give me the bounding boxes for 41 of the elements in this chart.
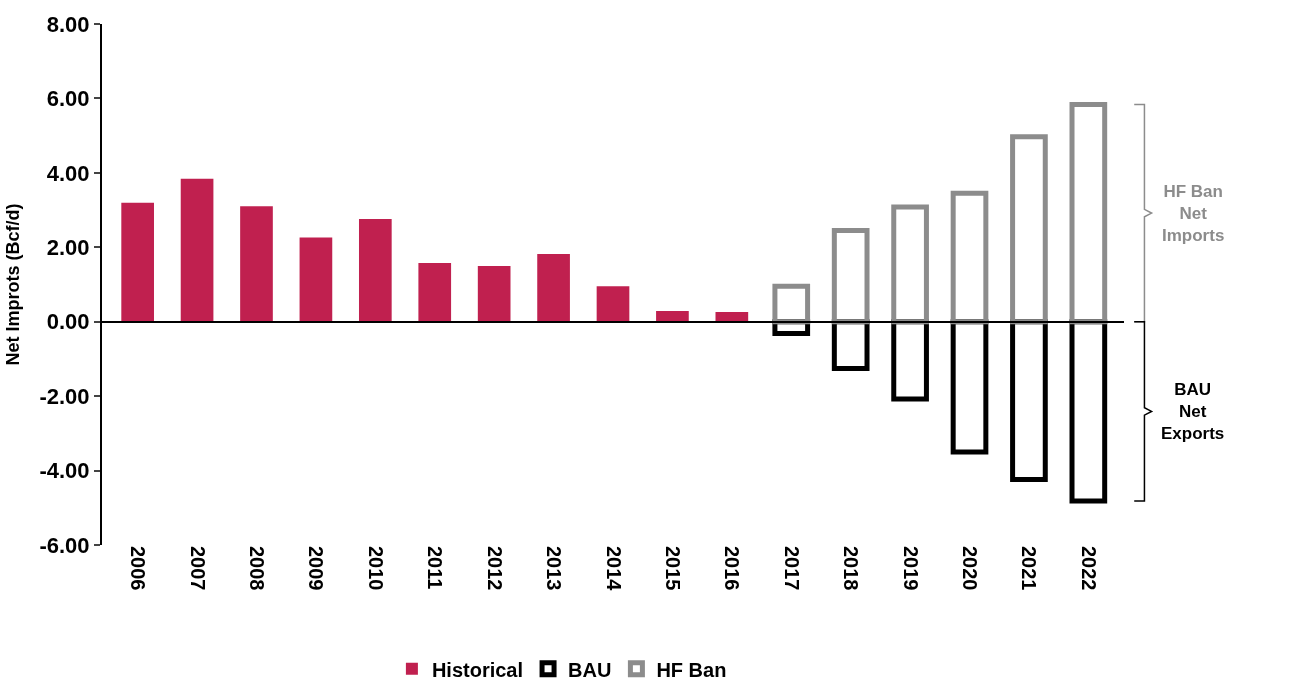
legend-label: HF Ban xyxy=(656,658,727,681)
y-tick-label: 6.00 xyxy=(46,86,90,112)
y-tick-label: 2.00 xyxy=(46,234,90,260)
x-tick-label: 2012 xyxy=(483,546,506,591)
x-tick-label: 2009 xyxy=(305,546,328,591)
x-tick-label: 2017 xyxy=(780,546,803,591)
x-tick-label: 2020 xyxy=(959,546,982,591)
x-tick-label: 2011 xyxy=(424,546,447,590)
y-tick-label: 4.00 xyxy=(46,160,90,186)
bar xyxy=(240,206,273,322)
bar xyxy=(715,312,749,322)
y-axis-title: Net Improts (Bcf/d) xyxy=(3,203,24,366)
bar xyxy=(537,253,570,322)
y-tick-label: -6.00 xyxy=(39,532,90,558)
x-tick-label: 2007 xyxy=(186,546,209,591)
x-tick-label: 2006 xyxy=(127,546,150,591)
x-tick-label: 2015 xyxy=(661,546,684,591)
legend-label: BAU xyxy=(568,658,612,681)
y-tick-label: -2.00 xyxy=(39,383,90,409)
x-tick-label: 2013 xyxy=(543,546,566,591)
bar xyxy=(418,262,452,322)
y-tick-label: -4.00 xyxy=(39,458,90,484)
bar xyxy=(477,265,511,322)
x-tick-label: 2014 xyxy=(602,546,625,592)
bar xyxy=(656,310,689,322)
bar xyxy=(596,286,630,322)
y-tick-label: 0.00 xyxy=(46,309,90,335)
text: HF Ban Net Imports xyxy=(1162,182,1225,246)
x-tick-label: 2016 xyxy=(721,546,744,591)
bar xyxy=(121,202,154,322)
y-tick-label: 8.00 xyxy=(46,11,90,37)
x-tick-label: 2010 xyxy=(364,546,387,591)
text: BAU Net Exports xyxy=(1161,380,1225,444)
x-tick-label: 2008 xyxy=(245,546,268,591)
x-tick-label: 2022 xyxy=(1077,546,1100,591)
legend-label: Historical xyxy=(431,658,524,681)
bar xyxy=(180,178,214,322)
x-tick-label: 2019 xyxy=(899,546,922,591)
x-tick-label: 2021 xyxy=(1018,546,1041,591)
bar xyxy=(299,237,333,322)
x-tick-label: 2018 xyxy=(840,546,863,591)
